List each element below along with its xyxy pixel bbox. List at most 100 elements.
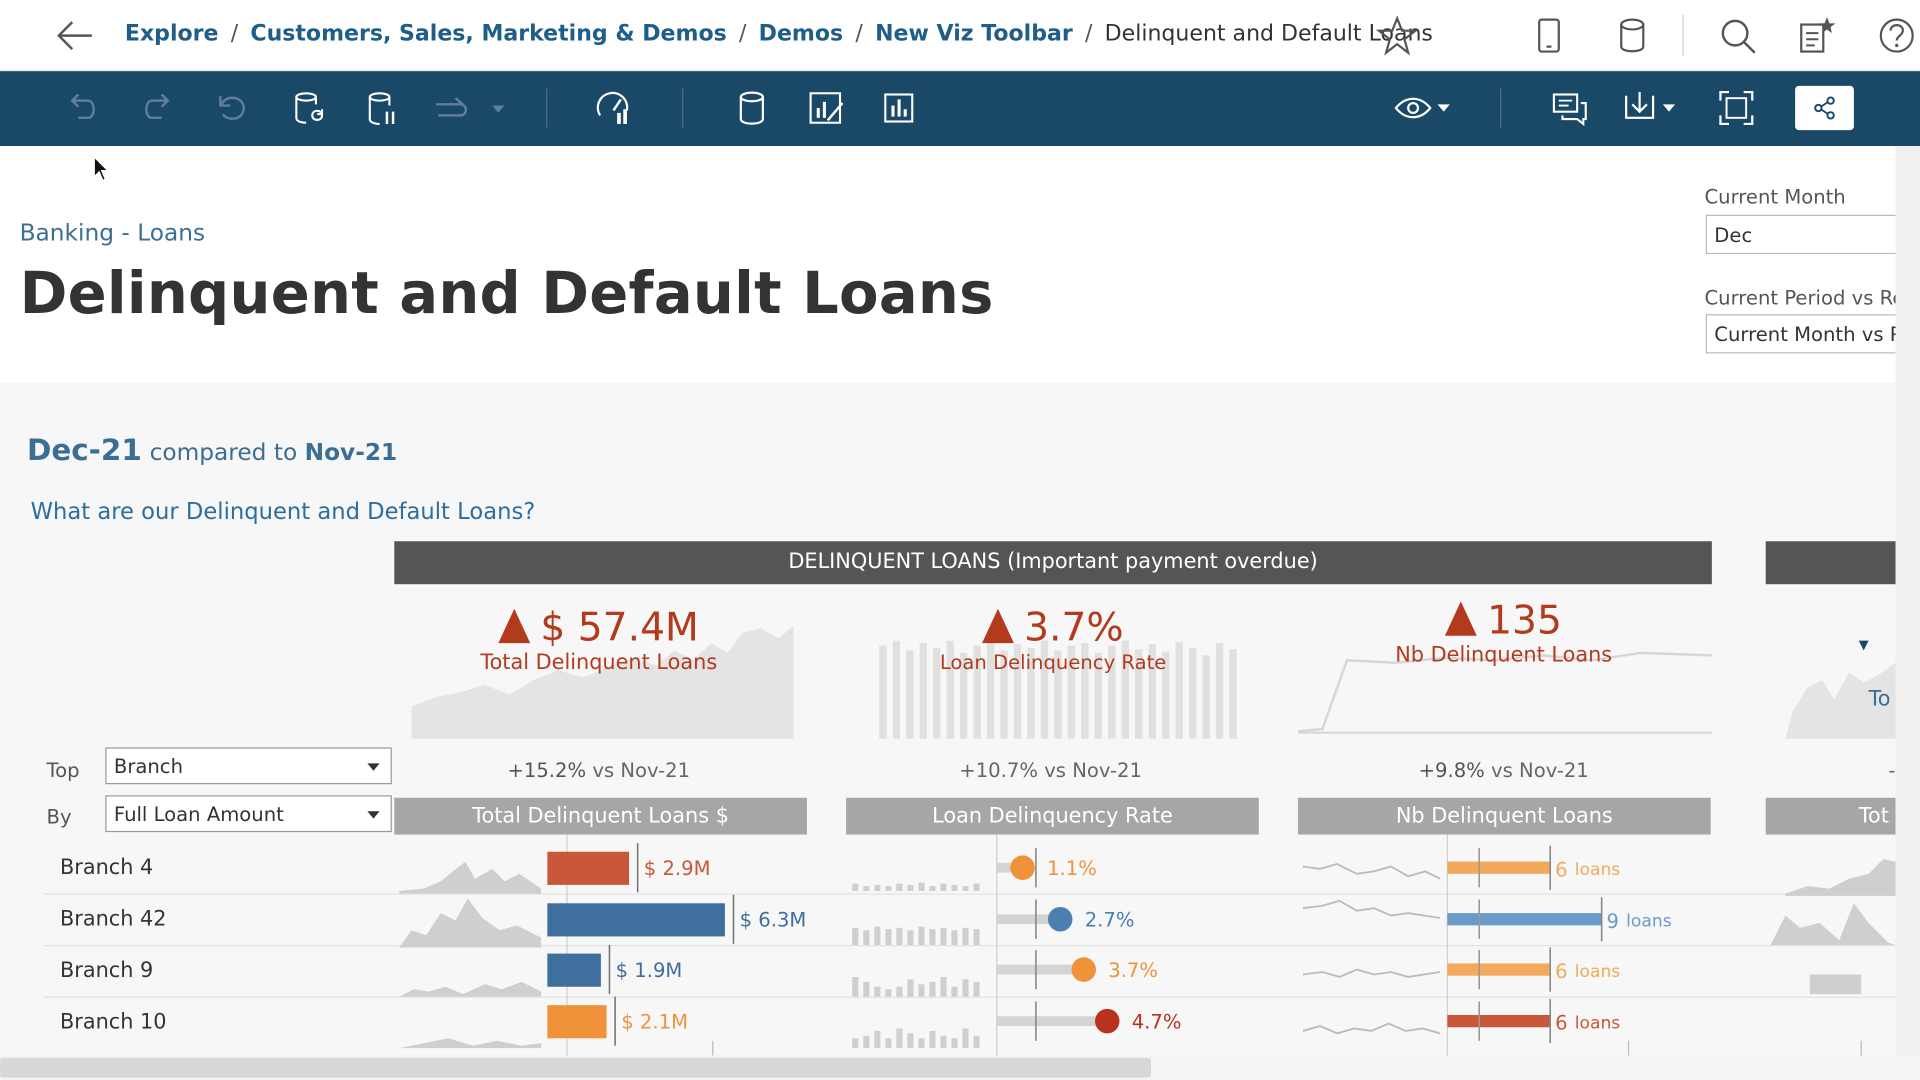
edit-icon[interactable] [1795,15,1837,57]
replay-animation-icon[interactable] [431,88,507,127]
fullscreen-icon[interactable] [1717,88,1756,127]
current-month-filter[interactable]: Dec [1705,214,1902,255]
kpi-count-trend [1297,651,1712,734]
data-icon[interactable] [732,88,771,127]
rate-stem [996,1016,1108,1027]
count-unit: loans [1575,860,1621,880]
rate-stem [996,964,1084,975]
amount-label: $ 1.9M [616,959,683,982]
top-dimension-select[interactable]: Branch [105,747,392,785]
kpi-change-partial: - [1888,758,1896,782]
amount-bar [547,953,601,987]
rate-dot [1010,855,1035,880]
rate-stem [996,862,1023,873]
period-header: Dec-21 compared to Nov-21 [27,433,397,467]
share-icon [1814,96,1835,120]
amount-label: $ 2.9M [644,857,711,880]
current-period: Dec-21 [26,433,142,468]
kpi-value: 135 [1487,596,1562,644]
rate-label: 3.7% [1108,959,1158,982]
horizontal-scroll-thumb[interactable] [0,1057,1152,1078]
data-source-icon[interactable] [1611,15,1653,57]
count-value: 6 [1555,960,1567,983]
back-arrow-icon[interactable] [54,17,96,54]
viz-toolbar [0,71,1920,147]
dashboard-subtitle: Banking - Loans [19,219,206,247]
count-value: 6 [1555,1012,1567,1035]
redo-icon[interactable] [137,88,176,127]
share-button[interactable] [1795,85,1854,131]
compared-to-text: compared to [149,439,298,467]
row-label[interactable]: Branch 42 [60,906,167,932]
breadcrumb-new-viz-toolbar[interactable]: New Viz Toolbar [875,20,1073,47]
kpi-nb-delinquent: 135 Nb Delinquent Loans [1310,596,1697,667]
kpi-value: 3.7% [1024,603,1124,651]
kpi-value: $ 57.4M [540,603,699,651]
kpi-change-amount: +15.2% vs Nov-21 [507,758,691,782]
section-question: What are our Delinquent and Default Loan… [30,499,536,526]
breadcrumb-customers[interactable]: Customers, Sales, Marketing & Demos [250,20,727,47]
row-label[interactable]: Branch 9 [60,958,154,984]
count-value: 6 [1555,858,1567,881]
up-triangle-icon [1445,601,1478,636]
ask-data-icon[interactable] [806,88,845,127]
performance-icon[interactable] [595,88,634,127]
breadcrumb: Explore / Customers, Sales, Marketing & De… [124,20,1433,47]
current-month-label: Current Month [1704,185,1846,209]
breadcrumb-demos[interactable]: Demos [758,20,844,47]
by-measure-select[interactable]: Full Loan Amount [105,795,392,833]
favorite-star-icon[interactable] [1376,15,1418,57]
help-icon[interactable] [1876,15,1918,57]
count-bar [1447,913,1602,926]
mouse-cursor-icon [93,155,110,182]
rate-label: 2.7% [1085,909,1135,932]
kpi-partial-trend [1785,640,1896,739]
column-header-count: Nb Delinquent Loans [1297,797,1711,835]
revert-icon[interactable] [213,88,252,127]
rate-dot [1094,1008,1120,1034]
breadcrumb-explore[interactable]: Explore [124,20,219,47]
undo-icon[interactable] [64,88,103,127]
dropdown-arrow-icon [367,763,380,771]
previous-period: Nov-21 [304,439,398,467]
branch-marks: $ 2.9M 1.1% 6 loans $ 6.3M 2.7% 9 loans $ 1.9M 3.… [547,834,1862,1056]
amount-bar [547,851,630,885]
count-bar [1447,1014,1551,1028]
pause-updates-icon[interactable] [362,88,401,127]
row-count-sparklines [1302,863,1441,1035]
count-bar [1447,963,1551,976]
next-section-header-stub [1765,541,1896,585]
row-label[interactable]: Branch 4 [60,855,154,880]
comments-icon[interactable] [1550,88,1589,127]
vertical-scrollbar[interactable] [1895,146,1920,1056]
view-icon[interactable] [1393,88,1454,127]
breadcrumb-current: Delinquent and Default Loans [1104,20,1433,47]
count-value: 9 [1607,910,1619,933]
metrics-icon[interactable] [879,88,918,127]
amount-label: $ 6.3M [740,909,807,932]
kpi-total-delinquent: $ 57.4M Total Delinquent Loans [411,604,786,675]
count-bar [1447,861,1551,874]
rate-dot [1071,957,1096,982]
row-partial-sparklines [1770,859,1896,995]
page-title: Delinquent and Default Loans [19,260,994,328]
kpi-rate-trend [879,640,1237,739]
by-select-value: Full Loan Amount [113,802,284,826]
kpi-delinquency-rate: 3.7% Loan Delinquency Rate [857,604,1249,674]
period-filter-label: Current Period vs Re [1704,285,1905,310]
column-header-partial: Tot [1765,797,1896,835]
refresh-data-icon[interactable] [289,88,328,127]
count-unit: loans [1626,912,1672,932]
device-preview-icon[interactable] [1528,15,1570,57]
row-rate-sparklines [852,882,980,1049]
download-icon[interactable] [1621,88,1682,127]
rate-stem [996,914,1061,925]
count-unit: loans [1575,962,1621,982]
by-label: By [46,805,72,829]
period-filter[interactable]: Current Month vs P [1705,314,1902,354]
row-label[interactable]: Branch 10 [60,1010,167,1035]
count-unit: loans [1575,1013,1621,1033]
up-triangle-icon [982,608,1015,644]
kpi-change-rate: +10.7% vs Nov-21 [959,758,1142,782]
search-icon[interactable] [1717,15,1759,57]
